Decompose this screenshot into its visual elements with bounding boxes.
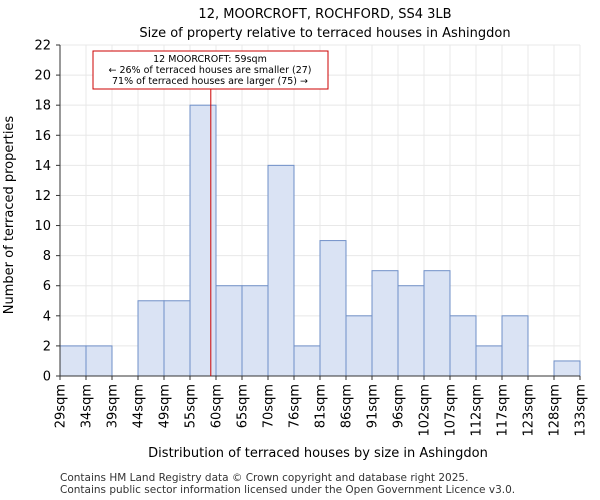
bar-65sqm <box>241 285 269 377</box>
x-tick-label-39sqm: 39sqm <box>106 384 121 428</box>
bar-96sqm <box>397 285 425 377</box>
bar-44sqm <box>137 300 165 377</box>
bar-128sqm <box>553 360 581 377</box>
y-tick-label: 20 <box>34 69 51 84</box>
x-tick-label-44sqm: 44sqm <box>132 384 147 428</box>
x-tick-label-60sqm: 60sqm <box>210 384 225 428</box>
x-tick-label-86sqm: 86sqm <box>340 384 355 428</box>
x-tick-label-65sqm: 65sqm <box>236 384 251 428</box>
y-tick-label: 16 <box>34 129 51 144</box>
bar-76sqm <box>293 345 321 377</box>
bar-107sqm <box>449 315 477 377</box>
chart-subtitle: Size of property relative to terraced ho… <box>139 26 510 41</box>
x-tick-label-107sqm: 107sqm <box>444 384 459 437</box>
x-tick-label-49sqm: 49sqm <box>158 384 173 428</box>
x-tick-label-91sqm: 91sqm <box>366 384 381 428</box>
x-tick-label-81sqm: 81sqm <box>314 384 329 428</box>
x-tick-label-34sqm: 34sqm <box>80 384 95 428</box>
bar-86sqm <box>345 315 373 377</box>
bar-81sqm <box>319 240 347 377</box>
y-tick-label: 8 <box>43 249 51 264</box>
x-tick-label-96sqm: 96sqm <box>392 384 407 428</box>
y-tick-label: 10 <box>34 219 51 234</box>
bar-70sqm <box>267 164 295 377</box>
y-tick-label: 22 <box>34 39 51 54</box>
bar-117sqm <box>501 315 529 377</box>
x-tick-label-133sqm: 133sqm <box>574 384 589 437</box>
y-tick-label: 6 <box>43 279 51 294</box>
x-tick-label-117sqm: 117sqm <box>496 384 511 437</box>
x-tick-label-102sqm: 102sqm <box>418 384 433 437</box>
bar-91sqm <box>371 270 399 377</box>
annotation-line-1: 12 MOORCROFT: 59sqm <box>153 54 267 65</box>
annotation-line-3: 71% of terraced houses are larger (75) → <box>112 76 308 87</box>
x-tick-label-128sqm: 128sqm <box>548 384 563 437</box>
bar-112sqm <box>475 345 503 377</box>
x-tick-label-112sqm: 112sqm <box>470 384 485 437</box>
bar-102sqm <box>423 270 451 377</box>
bar-55sqm <box>189 104 217 377</box>
y-tick-label: 0 <box>43 370 51 385</box>
x-tick-label-76sqm: 76sqm <box>288 384 303 428</box>
footer-copyright: Contains HM Land Registry data © Crown c… <box>60 472 469 484</box>
y-tick-label: 2 <box>43 339 51 354</box>
annotation-box: 12 MOORCROFT: 59sqm ← 26% of terraced ho… <box>92 50 329 90</box>
bar-60sqm <box>215 285 243 377</box>
bar-49sqm <box>163 300 191 377</box>
bars <box>59 104 581 377</box>
x-tick-labels: 29sqm 34sqm 39sqm 44sqm 49sqm 55sqm 60sqm 65sqm… <box>54 376 589 437</box>
x-tick-label-123sqm: 123sqm <box>522 384 537 437</box>
y-tick-label: 18 <box>34 99 51 114</box>
y-tick-label: 12 <box>34 189 51 204</box>
x-tick-label-55sqm: 55sqm <box>184 384 199 428</box>
y-tick-labels: 0 2 4 6 8 10 12 14 16 18 20 22 <box>34 39 60 385</box>
x-axis-label: Distribution of terraced houses by size … <box>148 446 488 461</box>
y-tick-label: 14 <box>34 159 51 174</box>
x-tick-label-29sqm: 29sqm <box>54 384 69 428</box>
annotation-line-2: ← 26% of terraced houses are smaller (27… <box>108 65 311 76</box>
chart-title: 12, MOORCROFT, ROCHFORD, SS4 3LB <box>198 7 451 22</box>
y-axis-label: Number of terraced properties <box>2 116 17 315</box>
y-tick-label: 4 <box>43 309 51 324</box>
footer-licence: Contains public sector information licen… <box>60 484 516 496</box>
annotation-frame <box>92 50 329 90</box>
bar-34sqm <box>85 345 113 377</box>
bar-29sqm <box>59 345 87 377</box>
x-tick-label-70sqm: 70sqm <box>262 384 277 428</box>
